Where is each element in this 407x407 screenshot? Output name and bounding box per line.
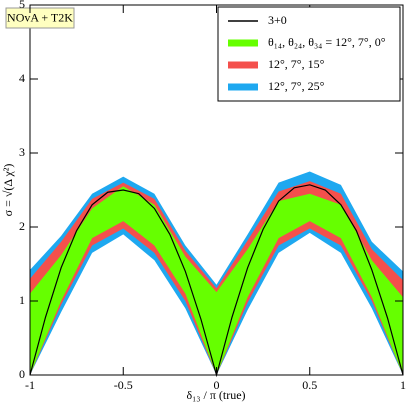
annotation: NOvA + T2K <box>7 10 73 24</box>
legend-label: 12°, 7°, 25° <box>268 79 325 93</box>
x-tick-label: -0.5 <box>114 378 133 392</box>
x-tick-label: -1 <box>25 378 35 392</box>
annotation-box <box>5 7 75 29</box>
y-tick-label: 5 <box>19 0 25 11</box>
y-tick-label: 1 <box>19 293 25 307</box>
y-tick-label: 0 <box>19 367 25 381</box>
legend-label: 3+0 <box>268 13 287 27</box>
x-axis-label: δ₁₃ / π (true) <box>186 388 245 402</box>
x-tick-label: 1 <box>400 378 406 392</box>
legend-label: θ₁₄, θ₂₄, θ₃₄ = 12°, 7°, 0° <box>268 35 386 49</box>
band <box>30 186 403 375</box>
y-tick-label: 3 <box>19 145 25 159</box>
legend-label: 12°, 7°, 15° <box>268 57 325 71</box>
x-tick-label: 0 <box>214 378 220 392</box>
y-tick-label: 2 <box>19 219 25 233</box>
y-axis-label: σ = √(Δ χ²) <box>1 164 15 217</box>
plot-area <box>29 171 404 378</box>
y-tick-label: 4 <box>19 71 25 85</box>
x-tick-label: 0.5 <box>302 378 317 392</box>
